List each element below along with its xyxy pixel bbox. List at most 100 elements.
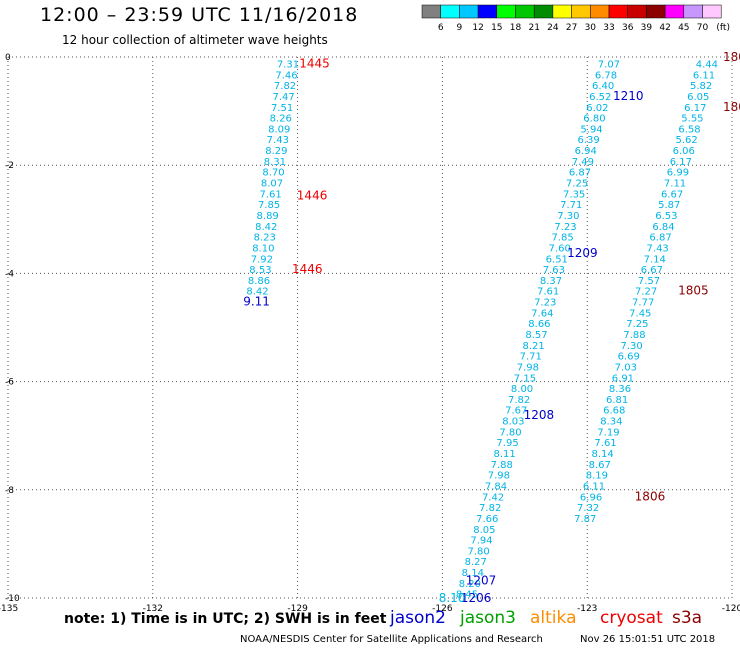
data-point: 6.11 [693,70,715,81]
data-point: 6.11 [583,481,605,492]
data-point: 6.78 [595,70,617,81]
data-point: 7.14 [644,254,666,265]
data-point: 7.42 [482,492,504,503]
data-point: 6.91 [612,373,634,384]
data-point: 8.42 [255,222,277,233]
y-tick-label: -10 [5,594,20,604]
data-point: 8.34 [600,417,622,428]
data-point: 7.47 [272,92,294,103]
satellite-label-jason2: jason2 [390,608,446,628]
data-point: 7.30 [557,211,579,222]
data-point: 7.71 [560,200,582,211]
annotations: 9.11144514461446121012091208120712068.10… [243,50,740,605]
data-point: 7.88 [491,460,513,471]
data-point: 7.82 [274,81,296,92]
legend-swatch [440,4,460,19]
data-point: 7.35 [563,189,585,200]
x-tick-label: -126 [432,604,453,614]
data-point: 6.67 [661,189,683,200]
data-point: 8.21 [522,341,544,352]
data-point: 7.11 [664,179,686,190]
data-point: 6.81 [606,395,628,406]
data-point: 6.94 [575,146,597,157]
legend-swatch [533,4,554,19]
data-point: 8.23 [254,233,276,244]
legend-label: 42 [659,23,670,33]
data-point: 7.98 [517,362,539,373]
legend-label: 30 [585,23,597,33]
legend-label: 6 [438,23,444,33]
footer-note: note: 1) Time is in UTC; 2) SWH is in fe… [64,611,387,627]
data-point: 6.68 [603,406,625,417]
satellite-label-s3a: s3a [672,608,703,628]
data-point: 8.11 [494,449,516,460]
data-point: 6.53 [655,211,677,222]
data-point: 7.63 [543,265,565,276]
data-point: 6.39 [578,135,600,146]
time-label: 1206 [461,591,492,605]
data-point: 7.71 [520,352,542,363]
data-point: 8.05 [473,525,495,536]
time-label: 180 [723,100,740,114]
satellite-label-jason3: jason3 [460,608,516,628]
legend-label: 9 [457,23,463,33]
data-point: 6.51 [546,254,568,265]
data-point: 7.80 [499,427,521,438]
data-point: 7.43 [647,243,669,254]
time-label: 1446 [297,188,328,202]
legend-label: 18 [510,23,522,33]
data-points: 7.317.467.827.477.518.268.097.438.298.31… [246,59,718,600]
data-point: 8.70 [262,168,284,179]
x-tick-label: -129 [287,604,308,614]
data-point: 6.05 [687,92,709,103]
legend-label: 45 [678,23,689,33]
legend-swatch [477,4,498,19]
legend-swatch [515,4,535,19]
data-point: 7.98 [488,471,510,482]
legend-label: 24 [547,23,559,33]
page-subtitle: 12 hour collection of altimeter wave hei… [62,33,328,47]
legend-unit: (ft) [716,23,730,33]
data-point: 6.17 [684,103,706,114]
data-point: 7.45 [629,308,651,319]
legend-label: 21 [528,23,539,33]
data-point: 8.10 [252,243,274,254]
color-legend: 6 9 12 15 18 21 24 27 30 33 36 39 42 45 70 (ft) [421,4,730,33]
data-point: 6.06 [673,146,695,157]
data-point: 7.27 [635,287,657,298]
data-point: 7.67 [505,406,527,417]
time-label: 1806 [635,489,666,503]
y-tick-label: -4 [5,269,14,279]
data-point: 7.77 [632,298,654,309]
data-point: 8.14 [462,568,484,579]
data-point: 7.92 [251,254,273,265]
footer-credit: NOAA/NESDIS Center for Satellite Applica… [240,634,543,645]
data-point: 7.64 [531,308,553,319]
data-point: 8.42 [246,287,268,298]
data-point: 6.99 [667,168,689,179]
satellite-label-cryosat: cryosat [600,608,663,628]
data-point: 8.03 [502,417,524,428]
legend-label: 15 [491,23,502,33]
data-point: 8.37 [540,276,562,287]
legend-swatch [590,4,610,19]
data-point: 7.31 [277,59,299,70]
data-point: 7.43 [267,135,289,146]
data-point: 5.94 [580,124,602,135]
y-tick-label: -6 [5,378,14,388]
satellite-label-altika: altika [530,608,577,628]
data-point: 6.67 [641,265,663,276]
axes: -135 -132 -129 -126 -123 -120 0 -2 -4 -6 -8 -10 [0,53,740,614]
y-tick-label: -2 [5,161,14,171]
data-point: 8.00 [511,384,533,395]
data-point: 8.89 [257,211,279,222]
data-point: 6.80 [583,114,605,125]
data-point: 7.61 [259,189,281,200]
x-tick-label: -123 [577,604,597,614]
legend-label: 70 [697,23,709,33]
data-point: 7.49 [572,157,594,168]
data-point: 7.88 [623,330,645,341]
data-point: 8.29 [265,146,287,157]
data-point: 7.03 [615,362,637,373]
